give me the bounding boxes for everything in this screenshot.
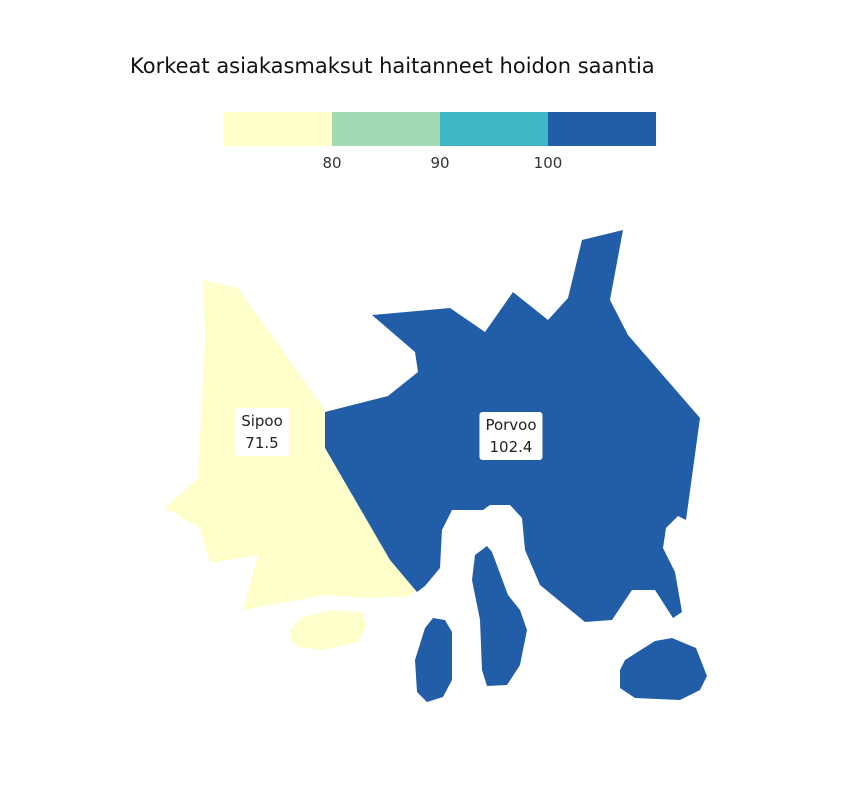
region-label-sipoo: Sipoo 71.5 [235,408,289,456]
region-value: 102.4 [489,438,533,456]
region-name: Porvoo [485,416,537,434]
region-sipoo[interactable] [165,280,417,650]
legend-swatch-3 [440,112,548,146]
sipoo-island [290,610,366,650]
sipoo-mainland [165,280,417,610]
legend-tick-100: 100 [533,154,563,172]
region-porvoo[interactable] [325,230,707,702]
legend-swatch-4 [548,112,656,146]
map-title: Korkeat asiakasmaksut haitanneet hoidon … [130,54,655,78]
legend-tick-80: 80 [322,154,342,172]
color-legend [224,112,656,146]
region-name: Sipoo [241,412,283,430]
legend-tick-90: 90 [430,154,450,172]
porvoo-island-3 [620,638,707,700]
legend-swatch-2 [332,112,440,146]
legend-swatch-1 [224,112,332,146]
porvoo-island-1 [415,618,452,702]
region-label-porvoo: Porvoo 102.4 [479,412,543,460]
porvoo-island-2 [472,546,527,686]
region-value: 71.5 [245,434,279,452]
